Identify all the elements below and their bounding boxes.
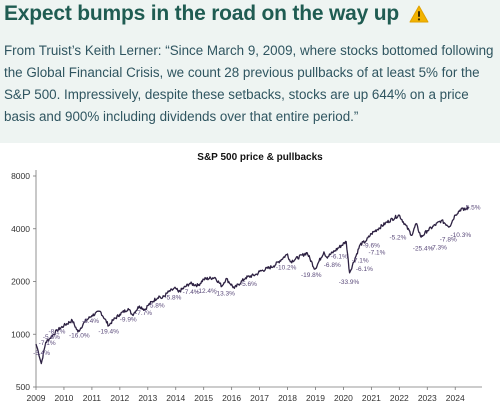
x-tick-label: 2012 bbox=[110, 393, 129, 403]
y-tick-label: 4000 bbox=[11, 224, 30, 234]
pullback-label: -5.8% bbox=[148, 303, 165, 310]
pullback-label: -7.7% bbox=[135, 310, 152, 317]
pullback-label: -12.4% bbox=[196, 288, 217, 295]
pullback-label: -13.3% bbox=[214, 291, 235, 298]
pullback-label: -5.2% bbox=[389, 234, 406, 241]
chart-card: S&P 500 price & pullbacks 500 1000 2000 400… bbox=[0, 143, 500, 412]
x-tick-label: 2021 bbox=[362, 393, 381, 403]
pullback-label: -6.1% bbox=[356, 266, 373, 273]
x-tick-label: 2009 bbox=[27, 393, 46, 403]
pullback-label: -6.1% bbox=[331, 254, 348, 261]
price-line bbox=[35, 206, 470, 365]
y-axis: 500 1000 2000 4000 8000 bbox=[11, 170, 37, 392]
x-tick-label: 2013 bbox=[138, 393, 157, 403]
x-tick-label: 2023 bbox=[418, 393, 437, 403]
headline: Expect bumps in the road on the way up bbox=[4, 2, 429, 29]
sp500-chart: S&P 500 price & pullbacks 500 1000 2000 400… bbox=[11, 152, 482, 403]
x-axis: 2009 2010 2011 2012 2013 2014 2015 2016 2017 2018… bbox=[27, 386, 482, 403]
pullback-label: -7.1% bbox=[368, 249, 385, 256]
pullback-label: -5.6% bbox=[240, 281, 257, 288]
pullback-label: -5.4% bbox=[33, 350, 50, 357]
pullback-label: -5.8% bbox=[164, 294, 181, 301]
pullback-label: -7.1% bbox=[352, 258, 369, 265]
pullback-label: -16.0% bbox=[69, 332, 90, 339]
pullback-label: -25.4% bbox=[413, 246, 434, 253]
pullback-label: -10.2% bbox=[276, 265, 297, 272]
pullback-label: -6.4% bbox=[82, 318, 99, 325]
pullback-label: -19.4% bbox=[98, 328, 119, 335]
pullback-label: -7.4% bbox=[183, 289, 200, 296]
x-tick-label: 2022 bbox=[390, 393, 409, 403]
pullback-label: -5.5% bbox=[464, 205, 481, 212]
pullback-label: -9.9% bbox=[120, 317, 137, 324]
pullback-label: -10.3% bbox=[451, 232, 472, 239]
pullback-label: -7.8% bbox=[440, 237, 457, 244]
pullback-label: -7.3% bbox=[430, 244, 447, 251]
pullback-label: -19.8% bbox=[301, 272, 322, 279]
x-tick-label: 2019 bbox=[306, 393, 325, 403]
pullback-label: -8.1% bbox=[48, 328, 65, 335]
x-tick-label: 2016 bbox=[222, 393, 241, 403]
pullback-annotations: -5.4%-7.1%-5.6%-8.1%-16.0%-6.4%-19.4%-9.… bbox=[33, 205, 481, 358]
pullback-label: -9.6% bbox=[363, 242, 380, 249]
x-tick-label: 2011 bbox=[83, 393, 102, 403]
pullback-label: -33.9% bbox=[339, 279, 360, 286]
y-tick-label: 1000 bbox=[11, 329, 30, 339]
warning-icon bbox=[409, 5, 429, 29]
x-tick-label: 2010 bbox=[54, 393, 73, 403]
quote-paragraph: From Truist’s Keith Lerner: “Since March… bbox=[4, 43, 494, 124]
pullback-label: -5.6% bbox=[43, 334, 60, 341]
x-tick-label: 2015 bbox=[194, 393, 213, 403]
pullback-label: -6.8% bbox=[324, 262, 341, 269]
x-tick-label: 2017 bbox=[250, 393, 269, 403]
x-tick-label: 2018 bbox=[278, 393, 297, 403]
x-tick-label: 2014 bbox=[166, 393, 185, 403]
y-tick-label: 8000 bbox=[11, 171, 30, 181]
chart-title: S&P 500 price & pullbacks bbox=[197, 152, 323, 163]
x-tick-label: 2020 bbox=[334, 393, 353, 403]
pullback-label: -7.1% bbox=[39, 340, 56, 347]
y-tick-label: 500 bbox=[16, 382, 30, 392]
headline-text: Expect bumps in the road on the way up bbox=[4, 2, 399, 25]
y-tick-label: 2000 bbox=[11, 277, 30, 287]
x-tick-label: 2024 bbox=[446, 393, 465, 403]
